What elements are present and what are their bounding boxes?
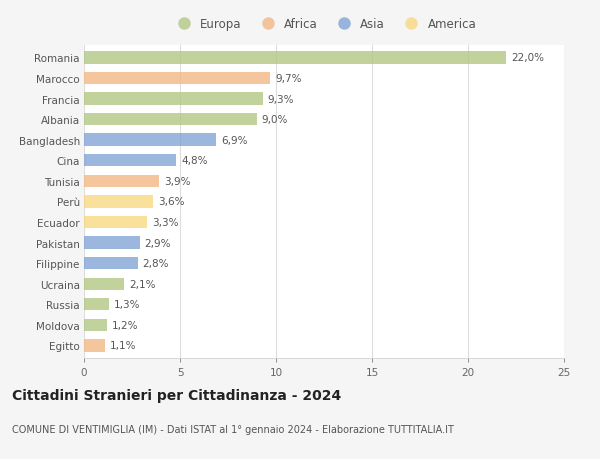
Text: 2,1%: 2,1% bbox=[129, 279, 155, 289]
Bar bbox=[84, 93, 263, 106]
Bar bbox=[84, 237, 140, 249]
Text: 2,8%: 2,8% bbox=[143, 258, 169, 269]
Bar bbox=[84, 134, 217, 146]
Bar bbox=[84, 114, 257, 126]
Text: Cittadini Stranieri per Cittadinanza - 2024: Cittadini Stranieri per Cittadinanza - 2… bbox=[12, 388, 341, 402]
Bar bbox=[84, 319, 107, 331]
Text: 9,0%: 9,0% bbox=[262, 115, 288, 125]
Bar bbox=[84, 196, 153, 208]
Bar bbox=[84, 155, 176, 167]
Bar bbox=[84, 298, 109, 311]
Bar bbox=[84, 52, 506, 64]
Text: COMUNE DI VENTIMIGLIA (IM) - Dati ISTAT al 1° gennaio 2024 - Elaborazione TUTTIT: COMUNE DI VENTIMIGLIA (IM) - Dati ISTAT … bbox=[12, 425, 454, 435]
Text: 3,3%: 3,3% bbox=[152, 218, 179, 228]
Legend: Europa, Africa, Asia, America: Europa, Africa, Asia, America bbox=[169, 16, 479, 34]
Text: 1,3%: 1,3% bbox=[114, 300, 140, 310]
Bar bbox=[84, 175, 159, 188]
Bar bbox=[84, 73, 270, 85]
Bar bbox=[84, 340, 105, 352]
Text: 2,9%: 2,9% bbox=[145, 238, 171, 248]
Text: 1,2%: 1,2% bbox=[112, 320, 139, 330]
Text: 22,0%: 22,0% bbox=[511, 53, 544, 63]
Bar bbox=[84, 278, 124, 290]
Text: 3,9%: 3,9% bbox=[164, 176, 190, 186]
Bar bbox=[84, 216, 148, 229]
Text: 9,7%: 9,7% bbox=[275, 74, 302, 84]
Bar bbox=[84, 257, 138, 270]
Text: 3,6%: 3,6% bbox=[158, 197, 184, 207]
Text: 4,8%: 4,8% bbox=[181, 156, 208, 166]
Text: 9,3%: 9,3% bbox=[268, 94, 294, 104]
Text: 6,9%: 6,9% bbox=[221, 135, 248, 146]
Text: 1,1%: 1,1% bbox=[110, 341, 136, 351]
